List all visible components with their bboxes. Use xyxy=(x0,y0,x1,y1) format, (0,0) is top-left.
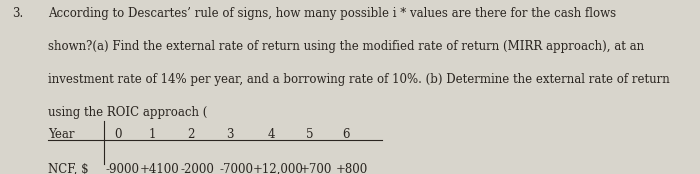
Text: 2: 2 xyxy=(187,128,194,141)
Text: 1: 1 xyxy=(149,128,156,141)
Text: 6: 6 xyxy=(342,128,349,141)
Text: According to Descartes’ rule of signs, how many possible i * values are there fo: According to Descartes’ rule of signs, h… xyxy=(48,7,616,20)
Text: 3: 3 xyxy=(226,128,233,141)
Text: using the ROIC approach (: using the ROIC approach ( xyxy=(48,106,207,119)
Text: 3.: 3. xyxy=(13,7,24,20)
Text: 4: 4 xyxy=(268,128,275,141)
Text: +4100: +4100 xyxy=(140,163,179,174)
Text: Year: Year xyxy=(48,128,74,141)
Text: -7000: -7000 xyxy=(220,163,253,174)
Text: investment rate of 14% per year, and a borrowing rate of 10%. (b) Determine the : investment rate of 14% per year, and a b… xyxy=(48,73,669,86)
Text: +800: +800 xyxy=(336,163,368,174)
Text: -9000: -9000 xyxy=(106,163,139,174)
Text: 5: 5 xyxy=(306,128,313,141)
Text: +12,000: +12,000 xyxy=(253,163,304,174)
Text: shown?(a) Find the external rate of return using the modified rate of return (MI: shown?(a) Find the external rate of retu… xyxy=(48,40,644,53)
Text: NCF, $: NCF, $ xyxy=(48,163,88,174)
Text: 0: 0 xyxy=(114,128,121,141)
Text: -2000: -2000 xyxy=(181,163,214,174)
Text: +700: +700 xyxy=(300,163,332,174)
